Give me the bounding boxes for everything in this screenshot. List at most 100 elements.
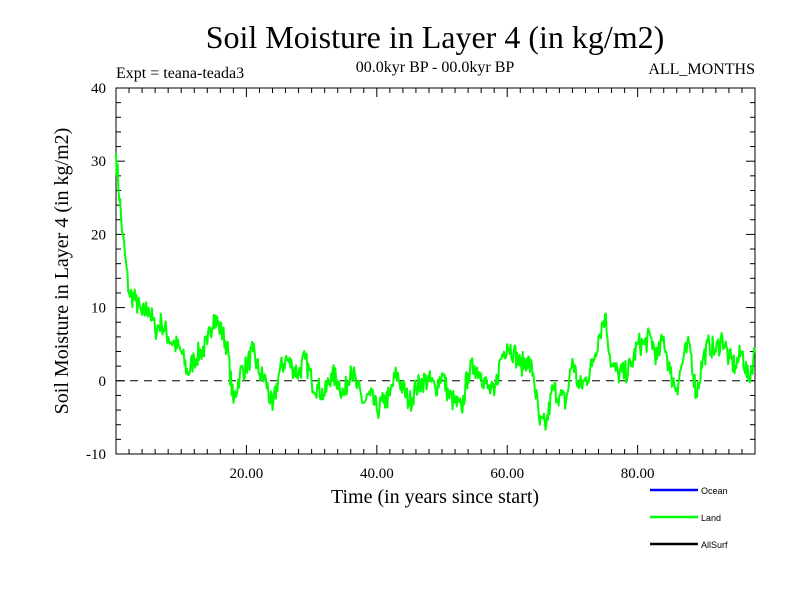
data-point bbox=[721, 336, 724, 338]
x-tick-label: 80.00 bbox=[621, 466, 655, 482]
data-point bbox=[623, 372, 626, 375]
data-point bbox=[662, 336, 665, 338]
data-point bbox=[460, 409, 463, 411]
data-point bbox=[636, 343, 639, 346]
data-point bbox=[682, 358, 685, 360]
period-label: 00.0kyr BP - 00.0kyr BP bbox=[356, 59, 515, 76]
data-point bbox=[232, 401, 235, 404]
data-point bbox=[447, 394, 450, 397]
data-point bbox=[519, 365, 522, 367]
data-point bbox=[643, 343, 645, 346]
data-point bbox=[734, 365, 737, 367]
data-point bbox=[604, 314, 606, 316]
y-tick-label: 10 bbox=[91, 301, 106, 317]
data-point bbox=[506, 343, 509, 346]
data-point bbox=[675, 387, 678, 389]
data-point bbox=[160, 321, 163, 324]
y-tick-label: -10 bbox=[86, 447, 106, 463]
data-point bbox=[284, 358, 287, 360]
data-point bbox=[441, 372, 443, 375]
data-point bbox=[578, 387, 580, 389]
data-point bbox=[428, 380, 430, 382]
data-point bbox=[571, 358, 574, 360]
data-point bbox=[708, 343, 711, 346]
data-point bbox=[421, 380, 424, 382]
x-tick-label: 20.00 bbox=[230, 466, 264, 482]
data-point bbox=[754, 350, 756, 353]
data-point bbox=[239, 372, 241, 375]
legend-label-allsurf: AllSurf bbox=[701, 540, 728, 550]
x-tick-labels: 20.00 40.00 60.00 80.00 bbox=[230, 466, 655, 482]
data-point bbox=[702, 358, 704, 360]
y-tick-label: 20 bbox=[91, 227, 106, 243]
chart-title: Soil Moisture in Layer 4 (in kg/m2) bbox=[206, 19, 665, 55]
data-point bbox=[310, 380, 313, 382]
data-point bbox=[591, 365, 593, 367]
data-point bbox=[356, 387, 359, 389]
data-point bbox=[695, 394, 698, 397]
legend-label-ocean: Ocean bbox=[701, 486, 728, 496]
data-point bbox=[545, 423, 548, 426]
data-point bbox=[128, 292, 130, 294]
data-point bbox=[226, 343, 228, 346]
series-group bbox=[115, 153, 756, 431]
data-point bbox=[552, 387, 554, 389]
data-point bbox=[389, 394, 391, 397]
data-point bbox=[219, 328, 222, 331]
data-point bbox=[741, 350, 743, 353]
data-point bbox=[382, 401, 385, 404]
data-point bbox=[343, 394, 346, 397]
data-point bbox=[415, 387, 417, 389]
y-tick-label: 0 bbox=[99, 374, 107, 390]
data-point bbox=[728, 358, 730, 360]
data-point bbox=[408, 401, 411, 404]
data-point bbox=[349, 365, 352, 367]
data-point bbox=[265, 380, 267, 382]
data-point bbox=[271, 409, 274, 411]
data-point bbox=[252, 350, 254, 353]
data-point bbox=[480, 372, 482, 375]
x-tick-label: 60.00 bbox=[490, 466, 524, 482]
data-point bbox=[486, 387, 489, 389]
data-point bbox=[617, 372, 619, 375]
x-tick-label: 40.00 bbox=[360, 466, 394, 482]
data-point bbox=[147, 306, 150, 309]
data-point bbox=[473, 365, 476, 367]
data-point bbox=[512, 350, 515, 353]
data-point bbox=[336, 380, 339, 382]
data-point bbox=[317, 387, 319, 389]
months-label: ALL_MONTHS bbox=[648, 61, 755, 78]
data-point bbox=[258, 372, 261, 375]
data-point bbox=[539, 423, 541, 426]
axis-ticks bbox=[116, 87, 756, 455]
data-point bbox=[362, 401, 365, 404]
plot-area bbox=[115, 87, 756, 455]
data-point bbox=[454, 401, 456, 404]
data-point bbox=[376, 409, 378, 411]
data-point bbox=[649, 336, 652, 338]
data-point bbox=[715, 350, 717, 353]
data-point bbox=[278, 372, 280, 375]
data-point bbox=[186, 372, 189, 375]
data-point bbox=[597, 336, 600, 338]
y-axis-label: Soil Moisture in Layer 4 (in kg/m2) bbox=[51, 128, 73, 415]
data-point bbox=[154, 328, 156, 331]
data-point bbox=[402, 387, 404, 389]
data-point bbox=[747, 380, 750, 382]
y-tick-label: 30 bbox=[91, 154, 106, 170]
legend-label-land: Land bbox=[701, 513, 721, 523]
data-point bbox=[115, 153, 117, 155]
y-tick-labels: -10 0 10 20 30 40 bbox=[86, 81, 106, 463]
data-point bbox=[467, 372, 469, 375]
data-point bbox=[193, 358, 196, 360]
x-axis-label: Time (in years since start) bbox=[331, 486, 539, 508]
data-point bbox=[134, 299, 137, 302]
data-point bbox=[206, 343, 209, 346]
data-point bbox=[323, 394, 326, 397]
experiment-label: Expt = teana-teada3 bbox=[116, 65, 244, 82]
data-point bbox=[688, 343, 691, 346]
data-point bbox=[213, 314, 215, 316]
data-point bbox=[245, 365, 248, 367]
data-point bbox=[304, 358, 306, 360]
